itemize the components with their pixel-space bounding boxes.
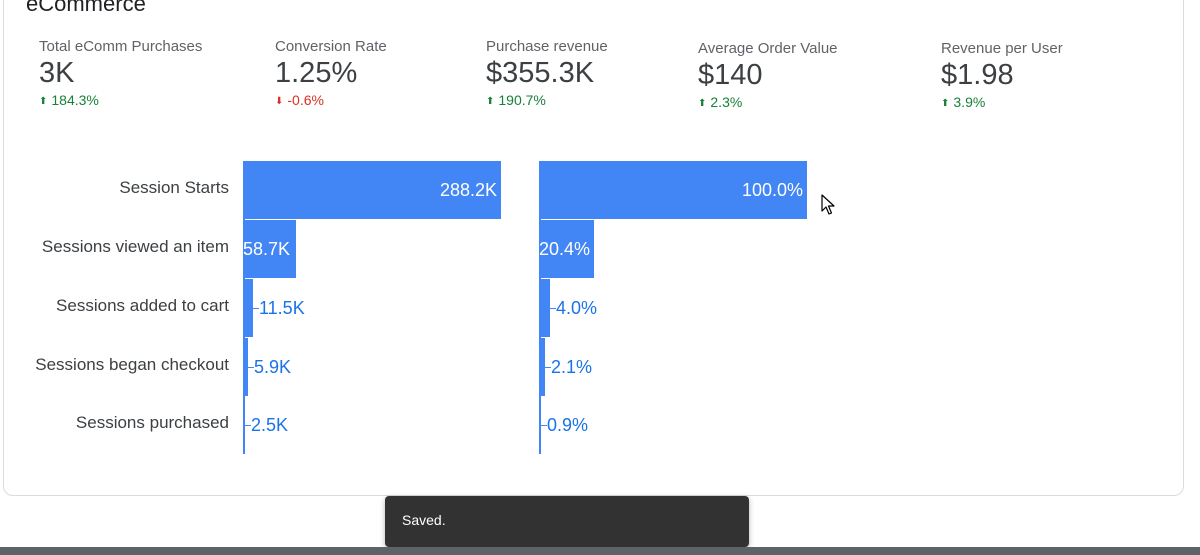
funnel-bar-value: 0.9% bbox=[547, 415, 589, 435]
funnel-bar bbox=[539, 161, 807, 219]
arrow-up-icon: ⬆ bbox=[941, 98, 950, 109]
funnel-bar-value: 58.7K bbox=[243, 239, 291, 259]
section-title: eCommerce bbox=[26, 0, 146, 16]
funnel-bar-value: 20.4% bbox=[539, 239, 591, 259]
funnel-bar bbox=[243, 396, 245, 454]
kpi-change: ⬆ 190.7% bbox=[486, 92, 608, 108]
funnel-bar-value: 5.9K bbox=[254, 357, 292, 377]
funnel-bar bbox=[243, 279, 253, 337]
kpi-change: ⬇ -0.6% bbox=[275, 92, 387, 108]
funnel-bar-value: 2.5K bbox=[251, 415, 289, 435]
funnel-value-leader bbox=[550, 308, 556, 309]
funnel-bar-value: 100.0% bbox=[741, 180, 803, 200]
funnel-step-label: Sessions added to cart bbox=[56, 296, 229, 315]
funnel-step-label: Sessions purchased bbox=[75, 413, 229, 432]
kpi-average-order-value[interactable]: Average Order Value $140 ⬆ 2.3% bbox=[698, 40, 838, 110]
kpi-change-value: 184.3% bbox=[51, 92, 99, 108]
kpi-label: Revenue per User bbox=[941, 40, 1063, 57]
toast-message: Saved. bbox=[402, 512, 446, 528]
arrow-up-icon: ⬆ bbox=[486, 96, 495, 107]
funnel-bar-value: 11.5K bbox=[259, 298, 305, 318]
kpi-total-ecomm-purchases[interactable]: Total eComm Purchases 3K ⬆ 184.3% bbox=[39, 38, 202, 108]
funnel-bar bbox=[539, 396, 541, 454]
funnel-bar bbox=[243, 161, 501, 219]
funnel-bar bbox=[243, 220, 296, 278]
funnel-bar bbox=[539, 338, 545, 396]
saved-toast: Saved. bbox=[385, 496, 749, 547]
funnel-step-label: Sessions began checkout bbox=[35, 355, 229, 374]
funnel-bar-value: 288.2K bbox=[439, 180, 497, 200]
funnel-step-label: Sessions viewed an item bbox=[41, 237, 229, 256]
kpi-conversion-rate[interactable]: Conversion Rate 1.25% ⬇ -0.6% bbox=[275, 38, 387, 108]
funnel-step-label: Session Starts bbox=[119, 178, 229, 197]
kpi-change: ⬆ 2.3% bbox=[698, 94, 838, 110]
kpi-change-value: 2.3% bbox=[710, 94, 743, 110]
arrow-up-icon: ⬆ bbox=[698, 98, 707, 109]
kpi-label: Average Order Value bbox=[698, 40, 838, 57]
kpi-value: 1.25% bbox=[275, 57, 358, 89]
arrow-down-icon: ⬇ bbox=[275, 96, 284, 107]
funnel-value-leader bbox=[541, 425, 547, 426]
funnel-value-leader bbox=[253, 308, 259, 309]
mouse-cursor-icon bbox=[821, 194, 835, 215]
kpi-value: $1.98 bbox=[941, 59, 1014, 91]
kpi-revenue-per-user[interactable]: Revenue per User $1.98 ⬆ 3.9% bbox=[941, 40, 1063, 110]
funnel-bar bbox=[243, 338, 248, 396]
kpi-change-value: 3.9% bbox=[953, 94, 986, 110]
funnel-bar-value: 2.1% bbox=[551, 357, 593, 377]
arrow-up-icon: ⬆ bbox=[39, 96, 48, 107]
kpi-change: ⬆ 3.9% bbox=[941, 94, 1063, 110]
funnel-value-leader bbox=[248, 367, 254, 368]
kpi-value: $140 bbox=[698, 59, 763, 91]
window-bottom-edge bbox=[0, 547, 1200, 555]
kpi-change-value: 190.7% bbox=[498, 92, 546, 108]
kpi-purchase-revenue[interactable]: Purchase revenue $355.3K ⬆ 190.7% bbox=[486, 38, 608, 108]
funnel-bar bbox=[539, 279, 550, 337]
kpi-change: ⬆ 184.3% bbox=[39, 92, 202, 108]
funnel-value-leader bbox=[545, 367, 551, 368]
funnel-bar-value: 4.0% bbox=[556, 298, 598, 318]
kpi-label: Conversion Rate bbox=[275, 38, 387, 55]
kpi-change-value: -0.6% bbox=[287, 92, 324, 108]
funnel-value-leader bbox=[245, 425, 251, 426]
funnel-bar bbox=[539, 220, 594, 278]
kpi-label: Total eComm Purchases bbox=[39, 38, 203, 55]
kpi-value: 3K bbox=[39, 57, 75, 89]
kpi-label: Purchase revenue bbox=[486, 38, 608, 55]
kpi-value: $355.3K bbox=[486, 57, 595, 89]
